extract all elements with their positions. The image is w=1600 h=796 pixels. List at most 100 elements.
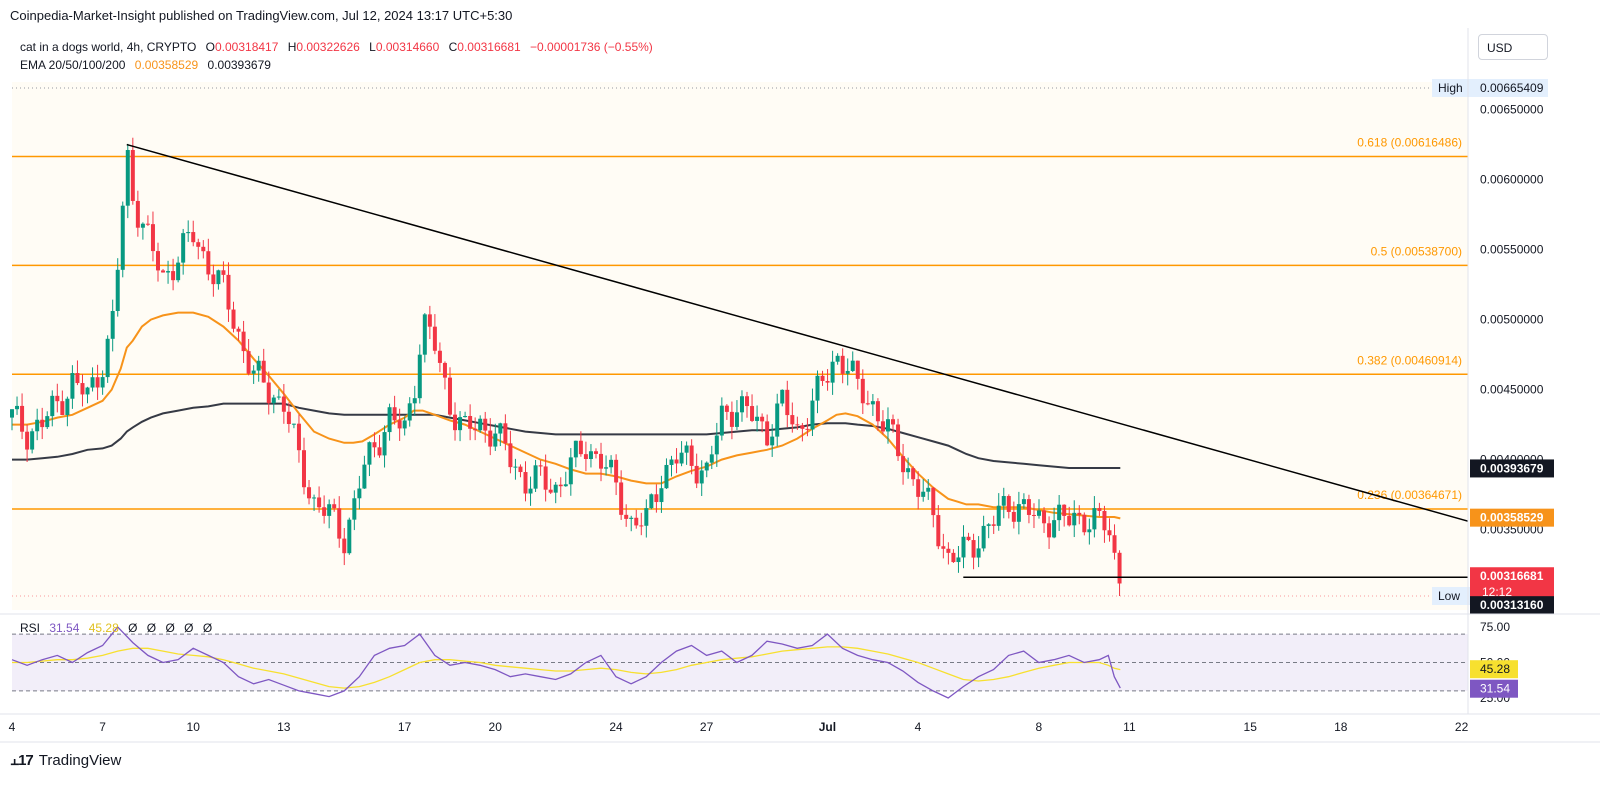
candle-body [739, 396, 744, 413]
candle-body [931, 487, 936, 516]
candle-body [140, 223, 145, 228]
candle-body [483, 418, 488, 431]
candle-body [573, 440, 578, 458]
candle-body [709, 454, 714, 463]
candle-body [256, 360, 261, 371]
candle-body [422, 314, 427, 355]
close-label: C [448, 40, 458, 54]
candle-body [780, 389, 785, 404]
candle-body [45, 416, 50, 428]
candle-body [85, 387, 90, 395]
candle-body [629, 517, 634, 519]
ema-label[interactable]: EMA 20/50/100/200 [20, 58, 126, 72]
candle-body [785, 389, 790, 416]
candle-body [105, 338, 110, 378]
candle-body [790, 415, 795, 425]
candle-body [719, 405, 724, 436]
candle-body [891, 419, 896, 425]
candle-body [911, 468, 916, 480]
candle-body [377, 447, 382, 456]
candle-body [1016, 504, 1021, 522]
candle-body [916, 479, 921, 497]
candle-body [599, 453, 604, 469]
candle-body [901, 456, 906, 473]
high-label: H [287, 40, 297, 54]
tradingview-logo-icon: ⫠17 [10, 752, 34, 769]
candle-body [533, 465, 538, 489]
candle-body [921, 491, 926, 497]
candle-body [181, 233, 186, 263]
brand-footer[interactable]: ⫠17 TradingView [10, 752, 121, 769]
candle-body [166, 271, 171, 273]
candle-body [307, 487, 312, 499]
candle-body [820, 375, 825, 382]
candle-body [40, 419, 45, 428]
candle-body [246, 351, 251, 374]
candle-body [760, 416, 765, 422]
candle-body [669, 459, 674, 465]
rsi-value: 31.54 [49, 621, 80, 635]
candle-body [236, 328, 241, 332]
rsi-ma-line [12, 646, 1121, 689]
candle-body [976, 548, 981, 558]
candle-body [60, 401, 65, 415]
rsi-extra-4: Ø [184, 621, 194, 635]
rsi-ma-badge [1470, 660, 1518, 679]
symbol-name[interactable]: cat in a dogs world, 4h, CRYPTO [20, 40, 197, 54]
candle-body [1062, 504, 1067, 516]
candle-body [135, 200, 140, 228]
candle-body [90, 377, 95, 388]
candle-body [221, 270, 226, 275]
candle-body [1057, 504, 1062, 521]
currency-selector[interactable]: USD [1478, 34, 1548, 60]
candle-body [191, 232, 196, 243]
candle-body [362, 464, 367, 489]
candle-body [644, 508, 649, 526]
candle-body [447, 377, 452, 415]
candle-body [1052, 520, 1057, 538]
candle-body [110, 311, 115, 339]
candle-body [80, 383, 85, 395]
candle-body [50, 395, 55, 417]
close-value: 0.00316681 [457, 40, 521, 54]
candle-body [513, 466, 518, 468]
candle-body [865, 403, 870, 405]
time-tick-label: 27 [700, 720, 714, 734]
candle-body [986, 524, 991, 526]
candle-body [870, 401, 875, 405]
candle-body [699, 470, 704, 484]
candle-body [463, 415, 468, 418]
price-badge [1470, 508, 1554, 527]
time-tick-label: Jul [819, 720, 836, 734]
candle-body [402, 420, 407, 429]
candle-body [332, 504, 337, 509]
candles [10, 137, 1122, 597]
rsi-label[interactable]: RSI [20, 621, 41, 635]
candle-body [432, 326, 437, 351]
rsi-badge [1470, 679, 1518, 698]
time-tick-label: 4 [915, 720, 922, 734]
time-tick-label: 15 [1244, 720, 1258, 734]
candle-body [161, 270, 166, 273]
candle-body [775, 403, 780, 437]
rsi-extra-3: Ø [165, 621, 175, 635]
candle-body [281, 396, 286, 412]
candle-body [619, 482, 624, 515]
candle-body [855, 360, 860, 379]
time-tick-label: 7 [99, 720, 106, 734]
low-label: Low [1438, 589, 1460, 603]
candle-body [1067, 515, 1072, 526]
candle-body [266, 382, 271, 404]
candle-body [614, 459, 619, 483]
time-tick-label: 24 [609, 720, 623, 734]
candle-body [548, 489, 553, 493]
fib-label-0.236: 0.236 (0.00364671) [1357, 488, 1462, 502]
candle-body [95, 377, 100, 388]
candle-body [966, 536, 971, 541]
candle-body [342, 538, 347, 554]
ema50-value: 0.00358529 [134, 58, 199, 72]
candle-body [810, 400, 815, 430]
candle-body [367, 442, 372, 465]
candle-body [312, 497, 317, 499]
